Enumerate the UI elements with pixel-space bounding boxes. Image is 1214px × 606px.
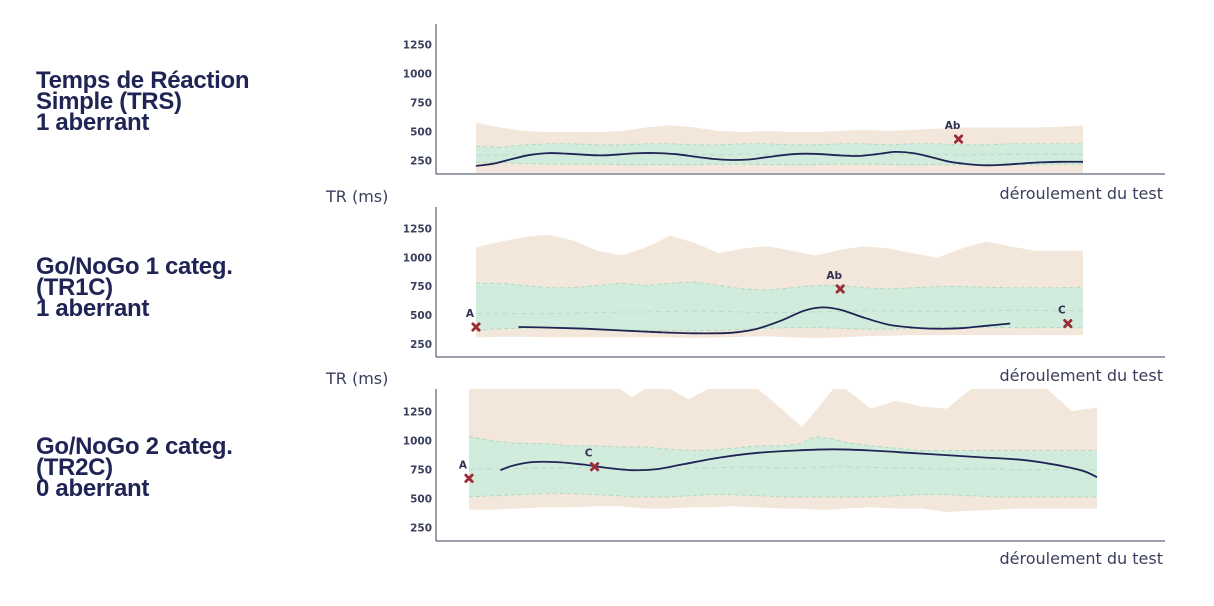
panel-1-title-line-1: Temps de Réaction [36, 67, 250, 94]
inner-band [476, 143, 1083, 165]
panel-3-title-line-3: 0 aberrant [36, 475, 150, 502]
median-dashed-line [476, 309, 1083, 315]
y-tick-label: 750 [410, 98, 432, 110]
outlier-label: Ab [826, 270, 842, 282]
plot-area [468, 389, 1098, 512]
panel-1-title-line-3: 1 aberrant [36, 109, 150, 136]
outlier-point-2: Ab [826, 270, 845, 294]
y-tick-label: 500 [410, 494, 432, 506]
plot-area [475, 122, 1084, 173]
outlier-marker-stroke [1063, 318, 1073, 329]
panel-3-title-line-1: Go/NoGo 2 categ. [36, 433, 233, 460]
panel-3-title-line-2: (TR2C) [36, 454, 113, 481]
x-axis-label: déroulement du test [1000, 549, 1163, 568]
y-tick-label: 250 [410, 339, 432, 351]
inner-band-upper-edge [476, 281, 1084, 291]
y-tick-label: 1250 [403, 407, 432, 419]
chart-panel-2: A Ab C 250 500 750 1000 1250 déroulement du test… [325, 207, 1165, 388]
outlier-point-2: C [585, 448, 600, 472]
y-axis-label: TR (ms) [325, 369, 388, 388]
outlier-label: C [1058, 305, 1066, 317]
outlier-label: A [466, 308, 475, 320]
y-axis-label: TR (ms) [325, 187, 388, 206]
outlier-label: Ab [945, 120, 961, 132]
x-axis-label: déroulement du test [1000, 184, 1163, 203]
panel-2-title-line-2: (TR1C) [36, 274, 113, 301]
y-tick-label: 500 [410, 127, 432, 139]
y-tick-label: 1000 [403, 436, 432, 448]
panel-2-title-line-3: 1 aberrant [36, 295, 150, 322]
outlier-marker-stroke [471, 322, 481, 332]
inner-band-lower-edge [468, 492, 1097, 498]
inner-band [469, 436, 1097, 497]
outlier-marker-stroke [835, 284, 845, 294]
outlier-label: A [459, 459, 468, 471]
series-line-1 [475, 150, 1084, 167]
plot-area [475, 234, 1084, 338]
chart-panel-3: A C 250 500 750 1000 1250 déroulement du test [403, 389, 1165, 568]
y-tick-label: 500 [410, 310, 432, 322]
y-tick-label: 250 [410, 156, 432, 168]
y-tick-label: 1250 [403, 223, 432, 235]
y-tick-label: 1000 [403, 69, 432, 81]
y-tick-label: 1250 [403, 39, 432, 51]
outlier-marker-stroke [953, 134, 964, 144]
y-tick-label: 1000 [403, 252, 432, 264]
outlier-label: C [585, 448, 593, 460]
panel-1-title: Temps de Réaction Simple (TRS) 1 aberran… [36, 67, 250, 136]
outlier-point-1: Ab [945, 120, 964, 144]
series-line-1 [518, 306, 1011, 335]
inner-band [476, 282, 1083, 331]
panel-3-title: Go/NoGo 2 categ. (TR2C) 0 aberrant [36, 433, 233, 502]
inner-band-upper-edge [468, 436, 1097, 451]
inner-band-upper-edge [475, 143, 1083, 148]
median-dashed-line [469, 466, 1097, 471]
panel-1-title-line-2: Simple (TRS) [36, 88, 182, 115]
outlier-point-1: A [466, 308, 481, 332]
outlier-marker-stroke [464, 473, 474, 483]
panel-2-title: Go/NoGo 1 categ. (TR1C) 1 aberrant [36, 253, 233, 322]
outlier-marker-stroke [590, 462, 600, 472]
outlier-point-1: A [459, 459, 474, 483]
y-tick-label: 750 [410, 281, 432, 293]
panel-2-title-line-1: Go/NoGo 1 categ. [36, 253, 233, 280]
y-tick-label: 750 [410, 465, 432, 477]
y-tick-label: 250 [410, 523, 432, 535]
series-line-1 [500, 448, 1098, 479]
outlier-point-3: C [1058, 305, 1073, 329]
chart-panel-1: Ab 250 500 750 1000 1250 déroulement du test TR… [325, 24, 1165, 206]
x-axis-label: déroulement du test [1000, 366, 1163, 385]
